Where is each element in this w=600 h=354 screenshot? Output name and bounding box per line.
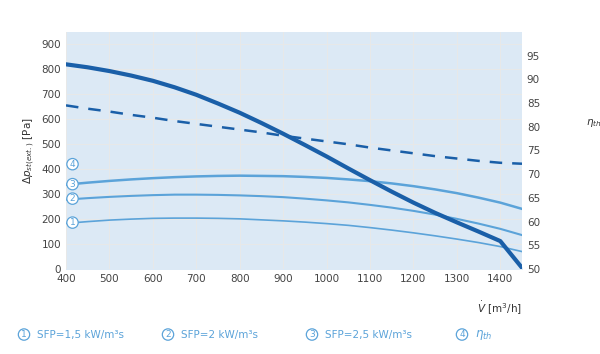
Text: 1: 1 bbox=[70, 218, 76, 227]
Text: 4: 4 bbox=[70, 160, 76, 169]
Text: $\dot{V}$ [m$^3$/h]: $\dot{V}$ [m$^3$/h] bbox=[477, 300, 522, 317]
Text: 2: 2 bbox=[165, 330, 171, 339]
Text: 1: 1 bbox=[21, 330, 27, 339]
Text: 2: 2 bbox=[70, 194, 76, 203]
Y-axis label: $\Delta p_{st(ext.)}$ [Pa]: $\Delta p_{st(ext.)}$ [Pa] bbox=[22, 117, 37, 184]
Text: $\eta_{th}$: $\eta_{th}$ bbox=[475, 327, 493, 342]
Text: $\eta_{th}$ [%]: $\eta_{th}$ [%] bbox=[586, 115, 600, 129]
Text: SFP=1,5 kW/m³s: SFP=1,5 kW/m³s bbox=[37, 330, 124, 339]
Text: 4: 4 bbox=[459, 330, 465, 339]
Text: 3: 3 bbox=[70, 179, 76, 189]
Text: 3: 3 bbox=[309, 330, 315, 339]
Text: SFP=2 kW/m³s: SFP=2 kW/m³s bbox=[181, 330, 258, 339]
Text: SFP=2,5 kW/m³s: SFP=2,5 kW/m³s bbox=[325, 330, 412, 339]
